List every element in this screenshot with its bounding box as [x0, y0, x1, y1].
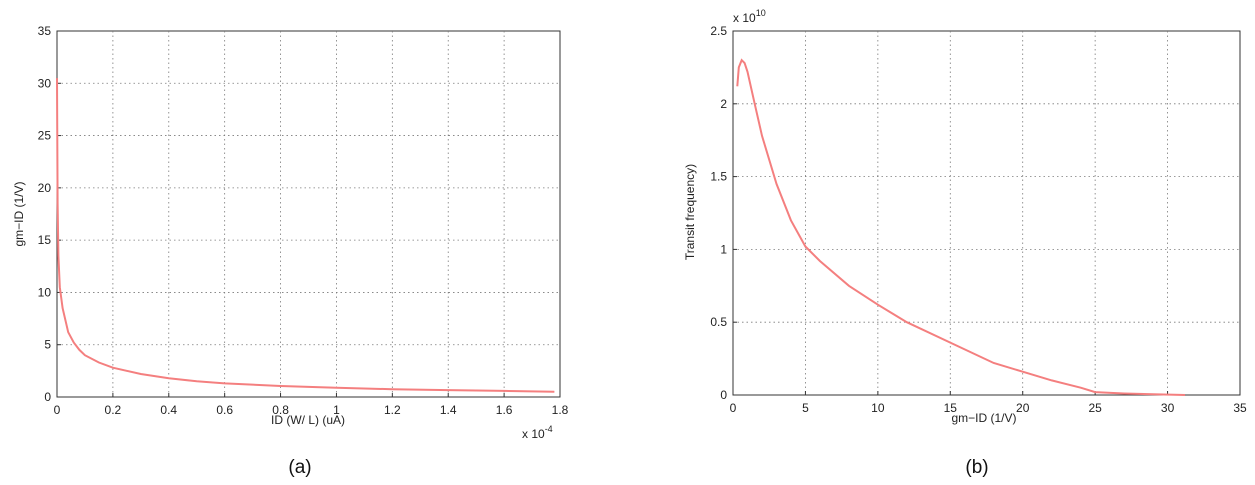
a-y-tick-label: 0 — [44, 390, 51, 404]
b-x-tick-label: 35 — [1233, 401, 1247, 415]
panel-b-y-ticks: 0 0.5 1 1.5 2 2.5 — [710, 24, 737, 402]
panel-a-y-ticks: 0 5 10 15 20 25 30 35 — [38, 24, 61, 404]
panel-b-chart: 0 5 10 15 20 25 30 35 00.511.522.5 gm−ID (1/V) … — [683, 8, 1247, 478]
a-y-tick-label: 30 — [38, 76, 52, 90]
panel-b-y-multiplier-exponent: 10 — [756, 8, 766, 18]
b-x-tick-label: 5 — [802, 401, 809, 415]
b-y-tick-label: 2 — [720, 97, 727, 111]
panel-b-caption: (b) — [965, 457, 988, 478]
panel-a-chart: 0 0.2 0.4 0.6 0.8 1 1.2 1.4 1.6 1.8 0 5 10 15 20 25 30 3… — [12, 24, 569, 478]
b-x-tick-label: 25 — [1088, 401, 1102, 415]
a-x-tick-label: 1.4 — [440, 403, 457, 417]
b-x-tick-label: 15 — [944, 401, 958, 415]
panel-b-grid — [733, 31, 1240, 395]
b-x-tick-label: 20 — [1016, 401, 1030, 415]
panel-b-plot-frame — [732, 30, 1241, 396]
panel-a-y-axis-label: gm−ID (1/V) — [12, 181, 26, 246]
panel-a-x-multiplier-base: x 10 — [522, 427, 545, 441]
a-x-tick-label: 1.2 — [384, 403, 401, 417]
a-y-tick-label: 35 — [38, 24, 52, 38]
a-x-tick-label: 0.2 — [105, 403, 122, 417]
b-x-tick-label: 30 — [1161, 401, 1175, 415]
a-y-tick-label: 15 — [38, 233, 52, 247]
panel-b-y-axis-label: Transit frequency) — [683, 164, 697, 260]
b-y-tick-label: 0 — [720, 388, 727, 402]
a-y-tick-label: 5 — [44, 338, 51, 352]
panel-b-x-ticks: 0 5 10 15 20 25 30 35 — [730, 391, 1247, 415]
a-x-tick-label: 1.6 — [496, 403, 513, 417]
b-x-tick-label: 0 — [730, 401, 737, 415]
panel-b-series-line — [736, 58, 1186, 396]
panel-a-x-ticks: 0 0.2 0.4 0.6 0.8 1 1.2 1.4 1.6 1.8 — [54, 393, 569, 417]
panel-b-x-axis-label: gm−ID (1/V) — [951, 411, 1016, 425]
a-y-tick-label: 25 — [38, 129, 52, 143]
a-y-tick-label: 10 — [38, 285, 52, 299]
panel-b-y-multiplier: x 1010 — [733, 8, 766, 25]
panel-a-series-line — [56, 78, 555, 393]
a-x-tick-label: 0.8 — [272, 403, 289, 417]
panel-a-x-multiplier: x 10-4 — [522, 424, 553, 441]
panel-a-grid — [57, 31, 560, 397]
a-x-tick-label: 1 — [333, 403, 340, 417]
panel-a-caption: (a) — [288, 457, 311, 478]
a-x-tick-label: 0.6 — [216, 403, 233, 417]
a-x-tick-label: 1.8 — [552, 403, 569, 417]
b-x-tick-label: 10 — [871, 401, 885, 415]
a-x-tick-label: 0 — [54, 403, 61, 417]
b-y-tick-label: 1 — [720, 242, 727, 256]
panel-a-x-axis-label: ID (W/ L) (uA) — [271, 413, 345, 427]
b-y-tick-label: 0.5 — [710, 315, 727, 329]
panel-a-plot-frame — [56, 30, 561, 398]
a-y-tick-label: 20 — [38, 181, 52, 195]
a-x-tick-label: 0.4 — [160, 403, 177, 417]
b-y-tick-label: 1.5 — [710, 170, 727, 184]
b-y-tick-label: 2.5 — [710, 24, 727, 38]
panel-a-x-multiplier-exponent: -4 — [545, 424, 553, 434]
panel-b-y-multiplier-base: x 10 — [733, 11, 756, 25]
